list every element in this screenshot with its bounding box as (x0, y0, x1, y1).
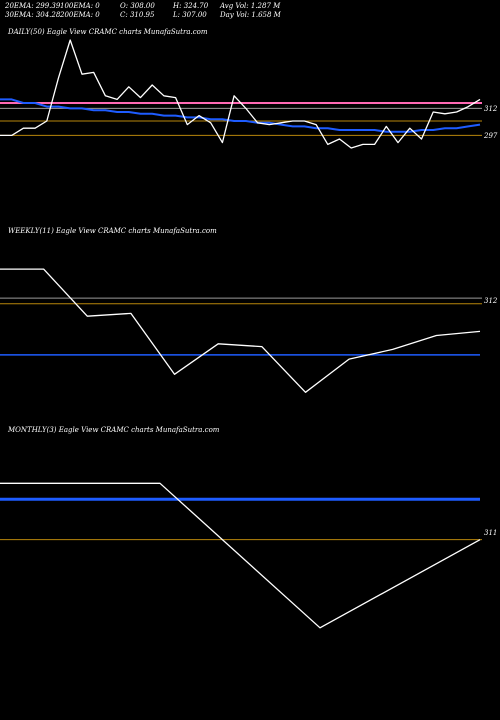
daily-level-label-297: 297 (483, 132, 498, 140)
header-stats: 20EMA: 299.39 100EMA: 0 O: 308.00 H: 324… (5, 2, 281, 101)
open-label: O: 308.00 (120, 2, 155, 10)
ema200-label: 200EMA: 0 (60, 11, 100, 19)
ema20-label: 20EMA: 299.39 (5, 2, 61, 10)
ema100-label: 100EMA: 0 (60, 2, 100, 10)
weekly-price-line (0, 268, 481, 393)
daily-ema-blue-line (0, 98, 481, 133)
monthly-price-line (0, 482, 481, 629)
avg-vol-label: Avg Vol: 1.287 M (220, 2, 281, 10)
close-label: C: 310.95 (120, 11, 155, 19)
daily-level-label-312: 312 (484, 105, 498, 113)
high-label: H: 324.70 (173, 2, 209, 10)
weekly-level-label-312: 312 (484, 297, 498, 305)
monthly-panel-title: MONTHLY(3) Eagle View CRAMC charts Munaf… (8, 426, 220, 434)
daily-price-line (0, 39, 481, 149)
ema30-label: 30EMA: 304.28 (5, 11, 61, 19)
day-vol-label: Day Vol: 1.658 M (220, 11, 281, 19)
weekly-panel-title: WEEKLY(11) Eagle View CRAMC charts Munaf… (8, 227, 217, 235)
daily-panel-title: DAILY(50) Eagle View CRAMC charts Munafa… (8, 28, 208, 36)
low-label: L: 307.00 (173, 11, 207, 19)
monthly-level-label-311: 311 (484, 529, 497, 537)
